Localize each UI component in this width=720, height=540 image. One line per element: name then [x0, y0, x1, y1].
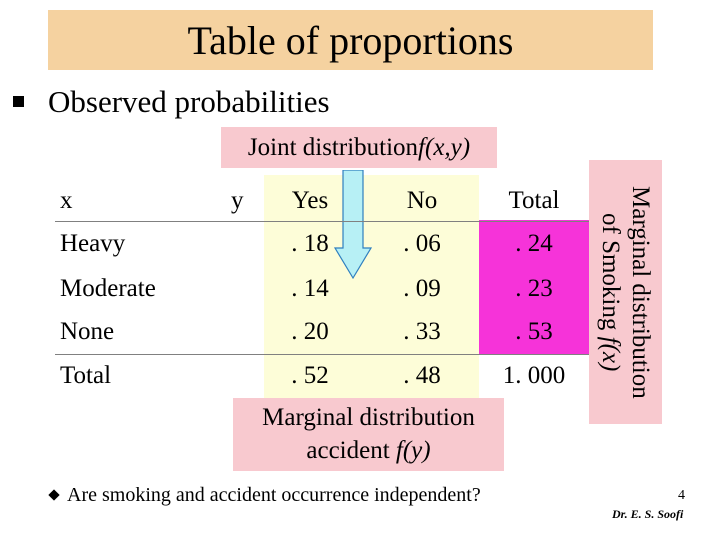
marginal-smoking-line2: of Smoking f(x) — [595, 186, 625, 399]
joint-cells-highlight — [264, 175, 479, 400]
header-y: y — [231, 187, 244, 214]
section-heading: Observed probabilities — [48, 84, 330, 119]
cell-total-yes: . 52 — [291, 362, 329, 389]
cell-none-no: . 33 — [403, 318, 441, 345]
header-divider — [55, 221, 589, 222]
diamond-bullet-icon — [48, 489, 60, 501]
marginal-smoking-func: f(x) — [597, 336, 624, 372]
row-label-none: None — [60, 318, 115, 345]
square-bullet-icon — [13, 96, 24, 107]
page-number: 4 — [678, 488, 685, 503]
marginal-accident-label: Marginal distribution accident f(y) — [233, 401, 504, 467]
marginal-accident-box — [233, 398, 504, 471]
cell-moderate-total: . 23 — [515, 275, 553, 302]
cell-none-yes: . 20 — [291, 318, 329, 345]
marginal-smoking-line2-text: of Smoking — [597, 212, 624, 337]
marginal-smoking-label: Marginal distribution of Smoking f(x) — [590, 160, 660, 424]
row-label-moderate: Moderate — [60, 275, 156, 302]
cell-total-no: . 48 — [403, 362, 441, 389]
cell-moderate-yes: . 14 — [291, 275, 329, 302]
cell-heavy-no: . 06 — [403, 230, 441, 257]
cell-heavy-total: . 24 — [515, 230, 553, 257]
slide-title: Table of proportions — [187, 17, 514, 63]
cell-grand-total: 1. 000 — [502, 362, 566, 389]
author-credit: Dr. E. S. Soofi — [612, 507, 684, 521]
marginal-accident-line2-text: accident — [306, 437, 396, 464]
marginal-smoking-rotated: Marginal distribution of Smoking f(x) — [595, 186, 655, 399]
marginal-smoking-line1: Marginal distribution — [627, 185, 654, 399]
cell-heavy-yes: . 18 — [291, 230, 329, 257]
joint-label-func: f(x,y) — [418, 133, 471, 161]
independence-question: Are smoking and accident occurrence inde… — [67, 484, 481, 506]
header-yes: Yes — [291, 187, 329, 214]
row-totals-highlight — [479, 220, 589, 354]
header-total: Total — [508, 187, 560, 214]
marginal-accident-line1: Marginal distribution — [262, 404, 475, 431]
joint-label-text: Joint distribution — [247, 133, 419, 161]
marginal-accident-line2: accident f(y) — [233, 434, 504, 467]
cell-none-total: . 53 — [515, 318, 553, 345]
row-label-total: Total — [60, 362, 112, 389]
joint-distribution-label: Joint distribution f(x,y) — [221, 127, 497, 168]
title-banner: Table of proportions — [48, 10, 653, 70]
row-label-heavy: Heavy — [60, 230, 126, 257]
header-no: No — [406, 187, 438, 214]
header-x: x — [60, 187, 73, 214]
marginal-smoking-box — [589, 160, 662, 424]
marginal-accident-func: f(y) — [395, 437, 431, 464]
cell-moderate-no: . 09 — [403, 275, 441, 302]
totals-divider — [55, 354, 589, 355]
down-arrow-icon — [333, 170, 373, 280]
